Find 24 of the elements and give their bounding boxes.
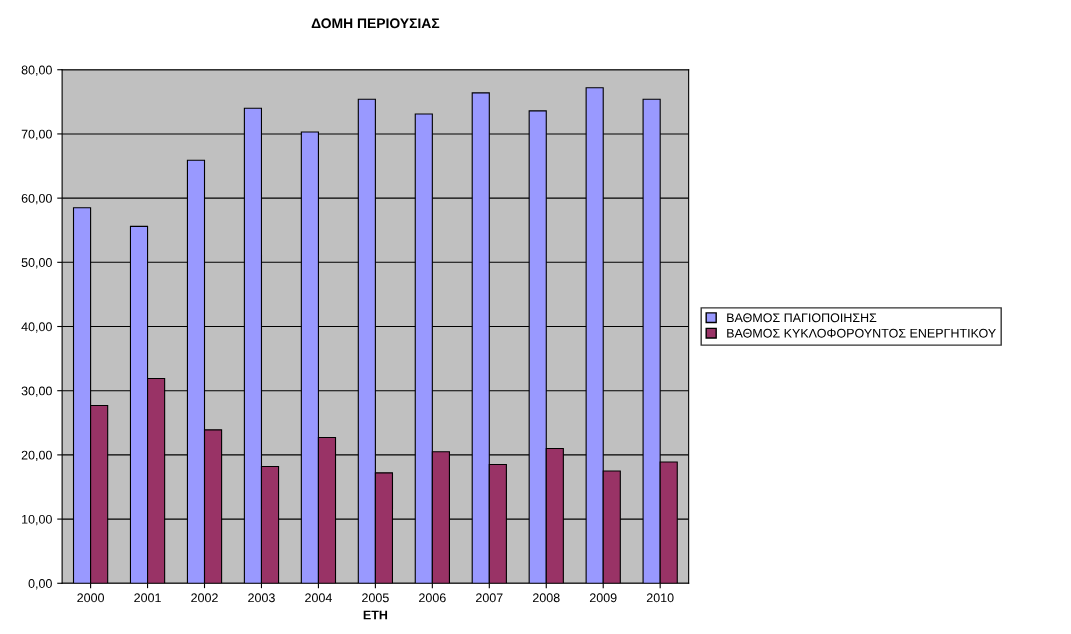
x-tick-label: 2005 [362, 593, 389, 603]
y-tick-label: 20,00 [21, 450, 52, 462]
x-tick-label: 2007 [476, 593, 503, 603]
y-tick-label: 10,00 [22, 514, 52, 526]
x-tick-label: 2010 [646, 593, 674, 603]
x-tick-label: 2004 [305, 593, 332, 603]
legend-label: ΒΑΘΜΟΣ ΠΑΓΙΟΠΟΙΗΣΗΣ [727, 313, 877, 323]
y-tick-label: 80,00 [21, 65, 52, 76]
x-tick-label: 2000 [77, 593, 105, 603]
x-tick-label: 2006 [419, 593, 446, 603]
x-tick-label: 2008 [532, 593, 560, 603]
x-axis-title: ΕΤΗ [363, 610, 388, 620]
y-tick-label: 50,00 [21, 258, 52, 269]
x-tick-label: 2001 [134, 593, 161, 603]
x-tick-label: 2009 [589, 593, 617, 603]
x-tick-label: 2003 [248, 593, 275, 603]
y-tick-label: 40,00 [21, 322, 52, 333]
y-tick-label: 70,00 [21, 129, 52, 141]
y-tick-label: 30,00 [21, 386, 52, 397]
legend-label: ΒΑΘΜΟΣ ΚΥΚΛΟΦΟΡΟΥΝΤΟΣ ΕΝΕΡΓΗΤΙΚΟΥ [727, 328, 996, 338]
chart-title: ΔΟΜΗ ΠΕΡΙΟΥΣΙΑΣ [311, 18, 440, 29]
x-tick-label: 2002 [191, 593, 218, 603]
y-tick-label: 0,00 [28, 579, 52, 590]
y-tick-label: 60,00 [21, 193, 52, 205]
